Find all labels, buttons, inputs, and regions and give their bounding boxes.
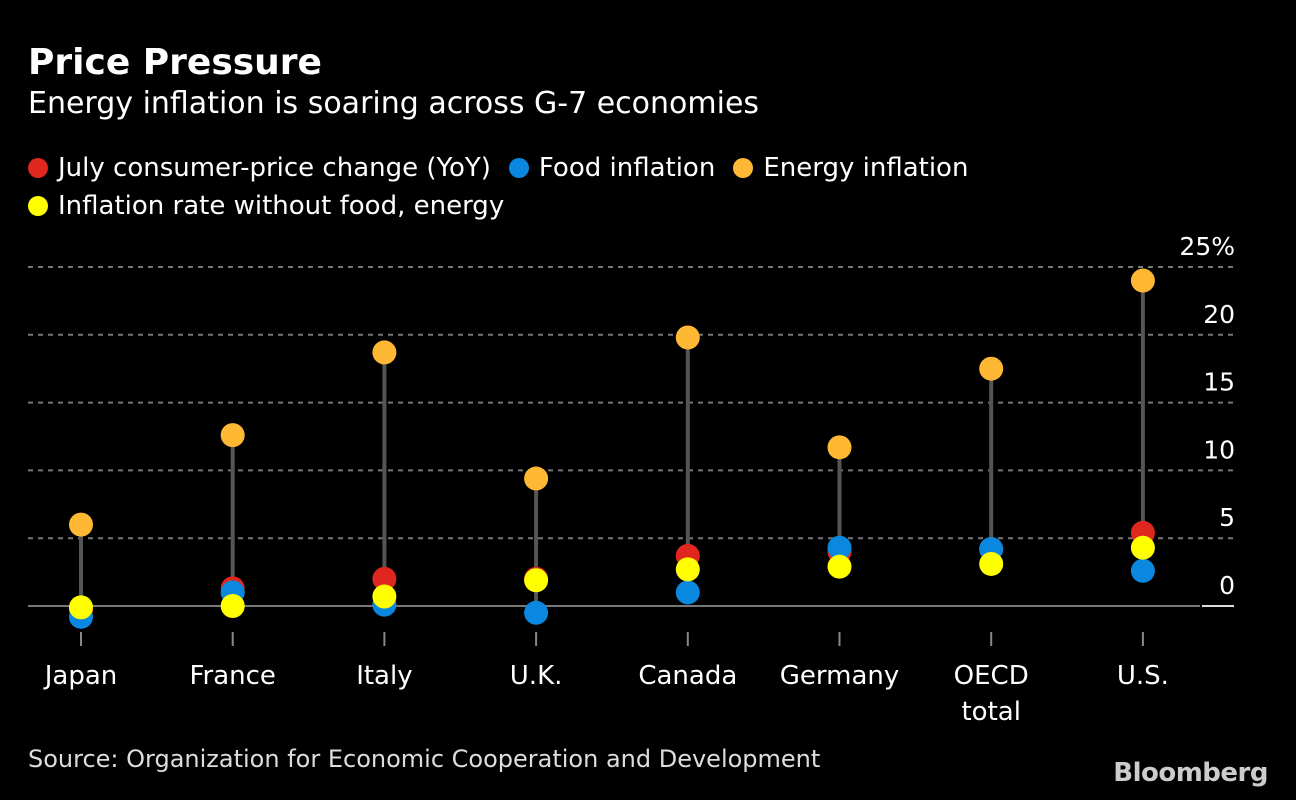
legend-item: July consumer-price change (YoY) <box>28 150 491 186</box>
x-tick-label: total <box>961 697 1020 727</box>
x-tick-label: OECD <box>954 661 1029 691</box>
x-tick-label: U.K. <box>510 661 563 691</box>
x-tick-label: Japan <box>43 661 118 691</box>
x-tick-label: Canada <box>638 661 737 691</box>
y-tick-label: 15 <box>1203 368 1235 397</box>
data-point-core <box>372 584 397 609</box>
legend-label: Energy inflation <box>763 153 969 183</box>
y-tick-label: 0 <box>1219 571 1235 600</box>
legend: July consumer-price change (YoY) Food inf… <box>28 150 1128 226</box>
legend-label: Inflation rate without food, energy <box>58 191 505 221</box>
source-note: Source: Organization for Economic Cooper… <box>28 745 821 773</box>
bloomberg-logo: Bloomberg <box>1113 758 1268 788</box>
legend-label: Food inflation <box>538 153 716 183</box>
legend-label: July consumer-price change (YoY) <box>58 153 491 183</box>
y-tick-label: 5 <box>1219 503 1235 532</box>
y-tick-label: 10 <box>1203 435 1235 464</box>
data-point-core <box>524 568 549 593</box>
legend-marker <box>28 158 48 178</box>
data-point-food <box>675 580 700 605</box>
data-point-energy <box>675 325 700 350</box>
data-point-energy <box>1130 268 1155 293</box>
y-tick-label: 25% <box>1179 232 1235 261</box>
legend-item: Inflation rate without food, energy <box>28 188 504 224</box>
legend-marker <box>733 158 754 178</box>
data-point-energy <box>220 423 245 448</box>
data-point-core <box>827 554 852 579</box>
chart-subtitle: Energy inflation is soaring across G-7 e… <box>28 86 760 121</box>
data-point-food <box>1130 558 1155 583</box>
data-point-food <box>827 535 852 560</box>
x-tick-label: U.S. <box>1117 661 1169 691</box>
x-tick-label: Italy <box>356 661 412 691</box>
x-tick-label: Germany <box>780 661 900 691</box>
data-point-energy <box>69 512 93 537</box>
legend-marker <box>508 158 529 178</box>
chart-title: Price Pressure <box>28 42 322 83</box>
data-point-core <box>220 594 245 618</box>
y-tick-label: 20 <box>1203 300 1235 329</box>
legend-marker <box>28 196 48 216</box>
data-point-energy <box>979 356 1004 381</box>
data-point-core <box>1130 535 1155 560</box>
data-point-energy <box>372 340 397 365</box>
data-point-energy <box>524 466 549 491</box>
legend-item: Energy inflation <box>733 150 968 186</box>
data-point-core <box>979 551 1004 576</box>
data-point-core <box>675 557 700 582</box>
data-point-core <box>69 595 93 620</box>
data-point-food <box>524 600 549 625</box>
data-point-energy <box>827 435 852 460</box>
x-tick-label: France <box>189 661 275 691</box>
data-point-cpi <box>372 566 397 591</box>
legend-item: Food inflation <box>508 150 716 186</box>
